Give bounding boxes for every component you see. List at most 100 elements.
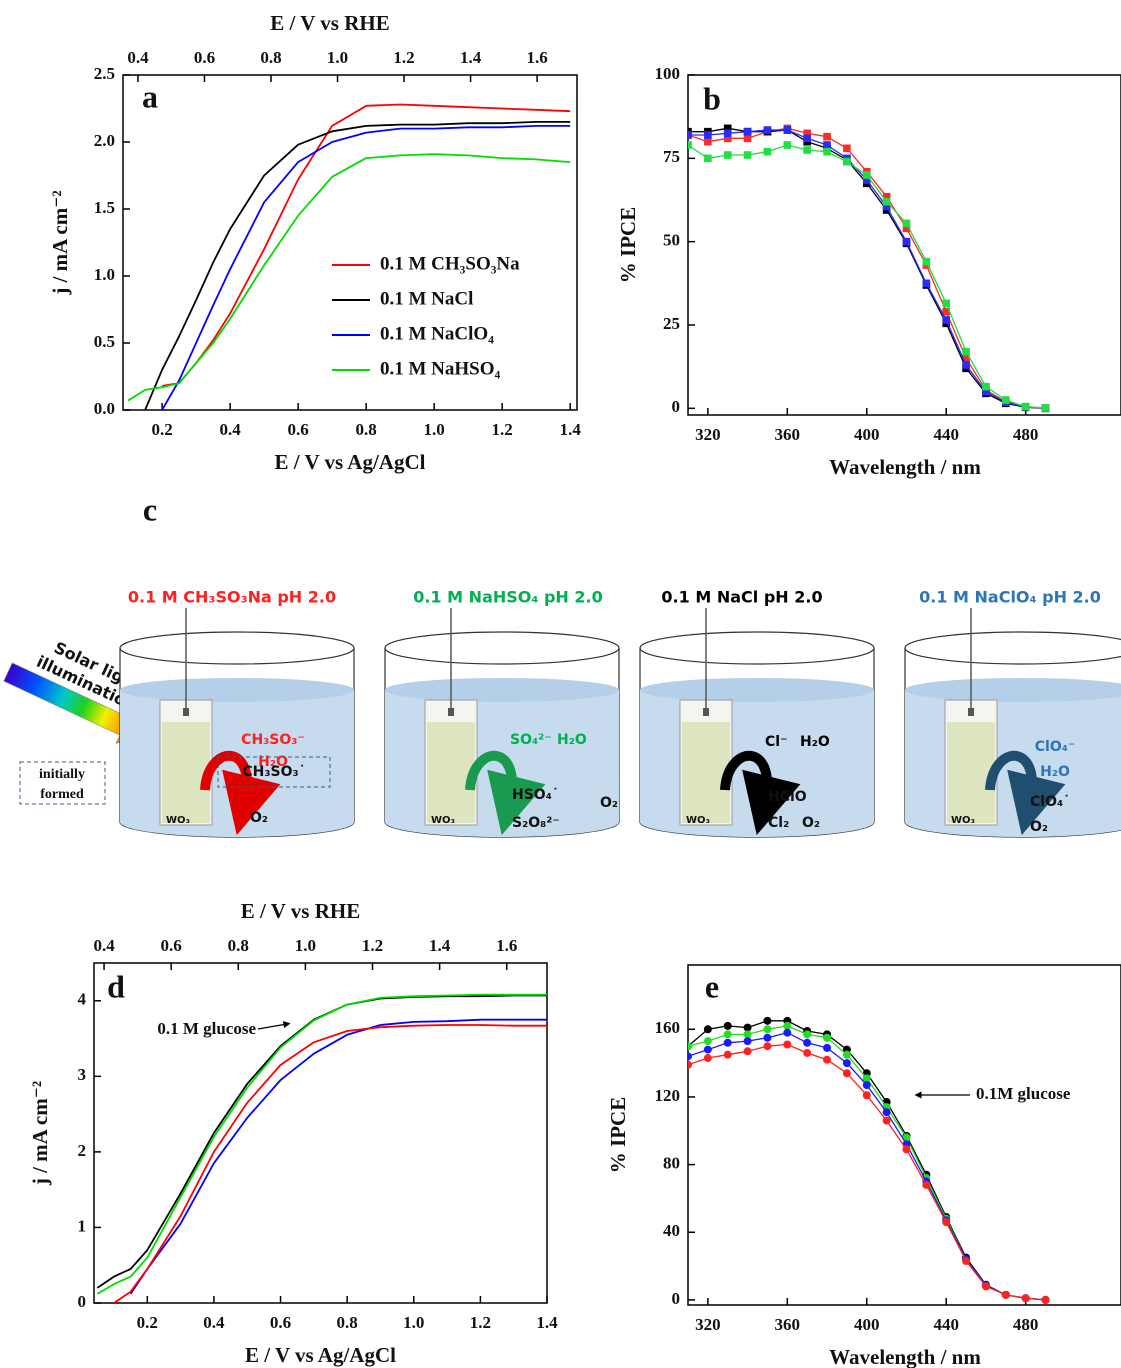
panel-letter: e (705, 968, 719, 1004)
y-axis-title: % IPCE (606, 1097, 630, 1173)
legend-label: 0.1 M NaHSO₄ (380, 358, 501, 379)
x-tick-label: 1.0 (403, 1313, 424, 1332)
data-point (703, 1045, 712, 1054)
panel-letter: a (142, 78, 158, 114)
electrolyte-label: 0.1 M NaClO₄ pH 2.0 (919, 588, 1101, 607)
x-tick-label: 0.8 (356, 420, 377, 439)
beaker-rim (904, 631, 1121, 665)
data-point (823, 132, 831, 141)
x-tick-label: 0.4 (203, 1313, 225, 1332)
data-point (962, 1257, 971, 1266)
data-point (688, 1060, 692, 1069)
x2-tick-label: 1.6 (526, 48, 547, 67)
data-point (803, 129, 811, 138)
panel-letter: d (107, 968, 125, 1004)
data-point (704, 131, 712, 139)
data-point (823, 1055, 832, 1064)
data-point (743, 1047, 752, 1056)
data-point (723, 1050, 732, 1059)
clip (703, 708, 709, 716)
data-point (688, 1042, 692, 1051)
data-point (723, 1030, 732, 1039)
x2-tick-label: 0.8 (260, 48, 281, 67)
data-point (688, 1052, 692, 1061)
data-point (763, 1025, 772, 1034)
series-line (113, 1024, 547, 1303)
product: S₂O₈²⁻ (512, 815, 560, 831)
y-tick-label: 100 (655, 64, 681, 83)
radical: CH₃SO₃˙ (242, 764, 305, 780)
electrode-film (427, 722, 475, 823)
data-point (743, 151, 752, 159)
data-point (783, 1021, 792, 1030)
data-point (902, 237, 911, 246)
y-axis-title: % IPCE (616, 207, 640, 283)
x-axis-title: E / V vs Ag/AgCl (245, 1343, 396, 1367)
data-point (763, 1033, 772, 1042)
product: ClO₄˙ (1030, 794, 1070, 810)
data-point (862, 1091, 871, 1100)
plot-area (688, 1016, 1050, 1304)
y-tick-label: 2 (78, 1141, 87, 1160)
x-tick-label: 0.6 (288, 420, 309, 439)
x-tick-label: 1.0 (424, 420, 445, 439)
plot-frame (122, 74, 578, 411)
data-point (1021, 1294, 1030, 1303)
data-point (783, 1028, 792, 1037)
data-point (962, 354, 970, 363)
x-tick-label: 0.4 (219, 420, 241, 439)
y-tick-label: 0.5 (94, 332, 115, 351)
data-point (823, 1033, 832, 1042)
data-point (882, 197, 891, 206)
panel: e 0 40 80 120 160 320 360 400 440 480 Wavelength / … (606, 964, 1121, 1368)
x2-tick-label: 1.2 (362, 936, 383, 955)
reactant: SO₄²⁻ (510, 732, 552, 748)
product: O₂ (250, 810, 268, 826)
legend-label: 0.1 M NaClO₄ (380, 323, 494, 344)
data-point (882, 1108, 891, 1117)
data-point (862, 176, 871, 184)
product: HSO₄˙ (512, 787, 559, 803)
data-point (743, 1023, 752, 1032)
x2-axis-title: E / V vs RHE (270, 11, 389, 35)
x-tick-label: 1.2 (470, 1313, 491, 1332)
cell: 0.1 M CH₃SO₃Na pH 2.0 WO₃ CH₃SO₃⁻ H₂O O₂ CH₃S… (119, 588, 355, 838)
data-point (843, 144, 851, 153)
data-point (803, 134, 811, 143)
data-point (743, 1030, 752, 1039)
data-point (763, 126, 772, 134)
data-point (962, 361, 970, 369)
data-point (723, 129, 732, 138)
x-tick-label: 0.2 (151, 420, 172, 439)
data-point (763, 147, 772, 156)
y-axis-title: j / mA cm⁻² (48, 190, 72, 295)
reactant: H₂O (258, 754, 288, 770)
data-point (723, 124, 732, 133)
reaction-arrow (985, 750, 1066, 836)
electrode-film (162, 722, 210, 823)
x2-tick-label: 0.6 (161, 936, 182, 955)
x2-tick-label: 0.8 (228, 936, 249, 955)
beaker-rim (639, 631, 875, 665)
radical-box (217, 756, 331, 788)
data-point (902, 1145, 911, 1154)
electrode-label: WO₃ (166, 815, 190, 826)
y-tick-label: 4 (78, 990, 87, 1009)
y-tick-label: 0 (672, 397, 681, 416)
data-point (962, 347, 970, 356)
product: O₂ (802, 815, 820, 831)
data-point (823, 141, 831, 149)
data-point (842, 1059, 851, 1068)
x-tick-label: 0.2 (137, 1313, 158, 1332)
electrode-label: WO₃ (951, 815, 975, 826)
data-point (688, 131, 692, 139)
product: HClO (768, 789, 807, 805)
reaction-arrow (720, 750, 801, 836)
x2-axis-title: E / V vs RHE (241, 899, 360, 923)
reactant: CH₃SO₃⁻ (241, 732, 305, 748)
data-point (922, 1180, 931, 1189)
series-line (161, 125, 571, 410)
y-tick-label: 1 (78, 1216, 87, 1235)
